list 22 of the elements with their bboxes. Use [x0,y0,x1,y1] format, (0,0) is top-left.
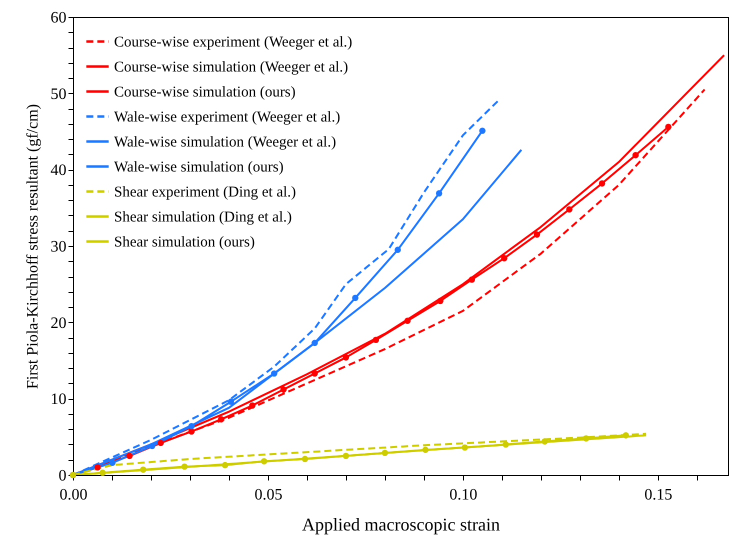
y-tick-label: 20 [50,314,66,332]
x-tick-label: 0.05 [254,486,282,504]
x-tick-label: 0.00 [60,486,88,504]
legend-label: Shear simulation (Ding et al.) [114,210,292,226]
legend-label: Course-wise experiment (Weeger et al.) [114,34,352,50]
y-tick-label: 10 [50,391,66,408]
legend-label: Shear experiment (Ding et al.) [114,184,296,200]
legend-label: Course-wise simulation (ours) [114,84,296,100]
x-tick-label: 0.10 [449,486,478,504]
y-tick-label: 30 [50,238,66,256]
legend-label: Course-wise simulation (Weeger et al.) [114,60,348,76]
x-tick-label: 0.15 [644,486,672,504]
y-tick-label: 50 [50,86,66,103]
x-axis-title: Applied macroscopic strain [302,514,500,534]
y-tick-label: 40 [50,162,66,180]
legend-label: Wale-wise experiment (Weeger et al.) [114,110,340,126]
y-tick-label: 0 [58,468,66,484]
y-axis-title: First Piola-Kirchhoff stress resultant (gf/cm) [24,104,42,389]
legend-label: Wale-wise simulation (ours) [114,160,284,176]
legend-label: Wale-wise simulation (Weeger et al.) [114,134,336,150]
legend-label: Shear simulation (ours) [114,234,255,250]
y-tick-label: 60 [50,10,66,26]
